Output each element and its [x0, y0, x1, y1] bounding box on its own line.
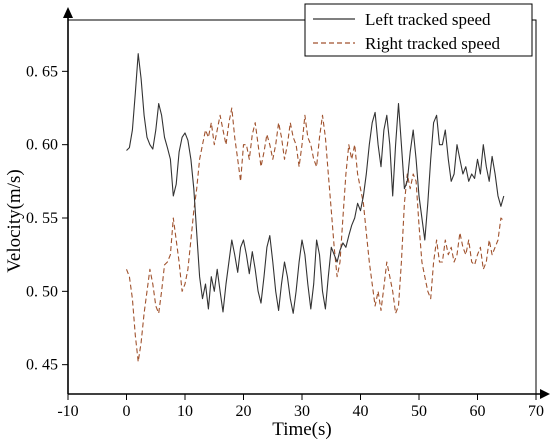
- series-layer: [125, 53, 505, 363]
- legend-label: Right tracked speed: [365, 34, 501, 53]
- y-axis-label: Velocity(m/s): [4, 169, 25, 272]
- y-tick-label: 0. 50: [26, 283, 58, 300]
- x-ticks: -10 0 10 20 30 40 50 60 70: [57, 394, 544, 420]
- y-tick-label: 0. 65: [26, 63, 58, 80]
- plot-frame: [67, 19, 537, 395]
- x-tick-label: 30: [294, 403, 310, 420]
- x-tick-label: 0: [123, 403, 131, 420]
- legend-label: Left tracked speed: [365, 10, 491, 29]
- series-line-left-tracked-speed: [126, 53, 505, 314]
- series-line-right-tracked-speed: [125, 107, 505, 363]
- x-tick-label: 20: [236, 403, 252, 420]
- x-tick-label: 60: [470, 403, 486, 420]
- y-ticks: 0. 45 0. 50 0. 55 0. 60 0. 65: [26, 63, 68, 374]
- legend: Left tracked speed Right tracked speed: [304, 3, 533, 57]
- x-tick-label: 10: [177, 403, 193, 420]
- y-axis-arrow-icon: [63, 7, 73, 18]
- x-axis-label: Time(s): [272, 419, 331, 440]
- legend-box: [304, 3, 533, 57]
- x-tick-label: 70: [528, 403, 544, 420]
- x-tick-label: 40: [353, 403, 369, 420]
- x-axis-arrow-icon: [540, 389, 550, 399]
- x-tick-label: 50: [411, 403, 427, 420]
- x-tick-label: -10: [57, 403, 78, 420]
- y-tick-label: 0. 60: [26, 137, 58, 154]
- y-tick-label: 0. 45: [26, 357, 58, 374]
- y-tick-label: 0. 55: [26, 210, 58, 227]
